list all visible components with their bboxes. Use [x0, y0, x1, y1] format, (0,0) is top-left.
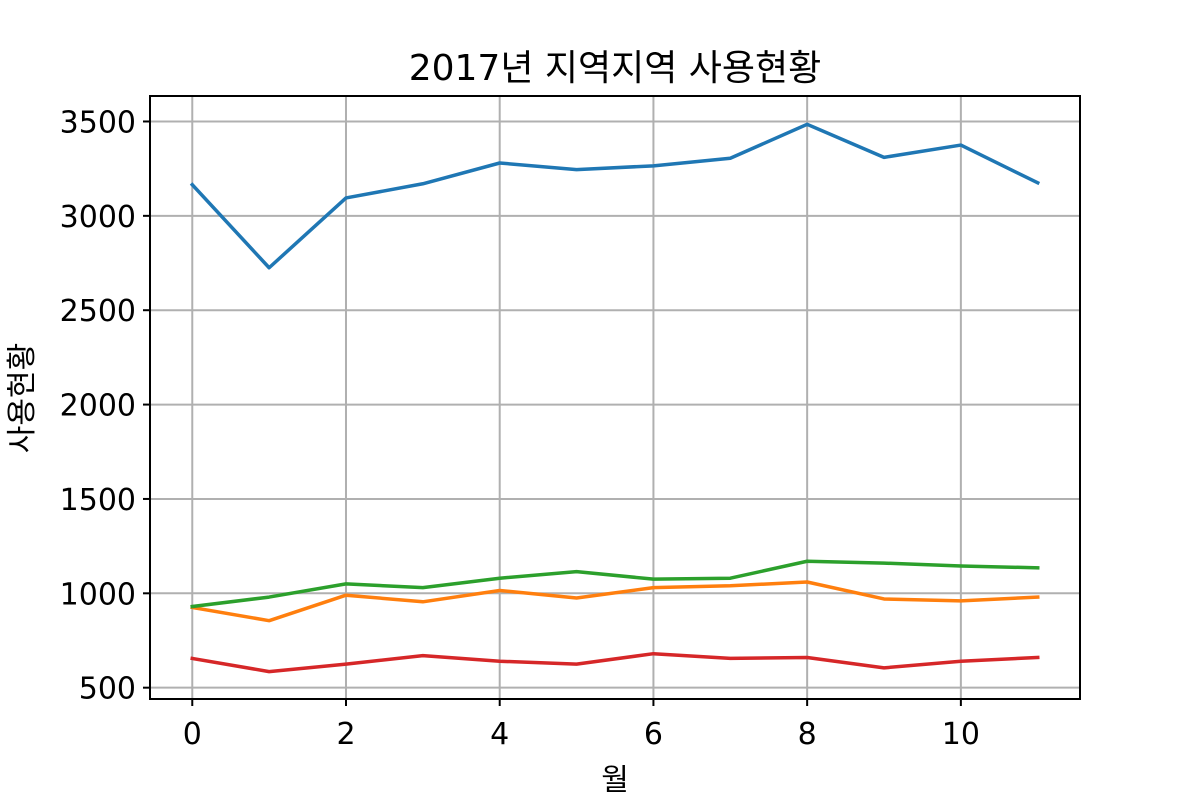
- series-line-3: [190, 559, 1040, 609]
- x-tick-label: 2: [336, 717, 355, 752]
- y-tick-label: 2500: [60, 294, 136, 329]
- y-tick-label: 1500: [60, 483, 136, 518]
- grid: [150, 96, 1080, 699]
- series-line-1: [189, 122, 1041, 270]
- axis-ticks: 0 2 4 6 8 10 500 1000 1500 2000 2500 3000 3500: [60, 105, 980, 752]
- y-tick-label: 500: [79, 672, 136, 707]
- y-tick-label: 1000: [60, 577, 136, 612]
- y-tick-label: 3500: [60, 105, 136, 140]
- y-tick-label: 3000: [60, 200, 136, 235]
- x-tick-label: 8: [798, 717, 817, 752]
- x-tick-label: 0: [183, 717, 202, 752]
- x-axis-label: 월: [601, 763, 629, 798]
- y-axis-label: 사용현황: [5, 343, 40, 453]
- x-tick-label: 10: [942, 717, 980, 752]
- y-tick-label: 2000: [60, 389, 136, 424]
- plot-frame: [149, 95, 1081, 700]
- series-line-4: [190, 651, 1040, 674]
- x-tick-label: 6: [644, 717, 663, 752]
- series-lines: [189, 122, 1041, 674]
- x-tick-label: 4: [490, 717, 509, 752]
- chart-title: 2017년 지역지역 사용현황: [409, 48, 822, 89]
- series-line-2: [190, 580, 1040, 623]
